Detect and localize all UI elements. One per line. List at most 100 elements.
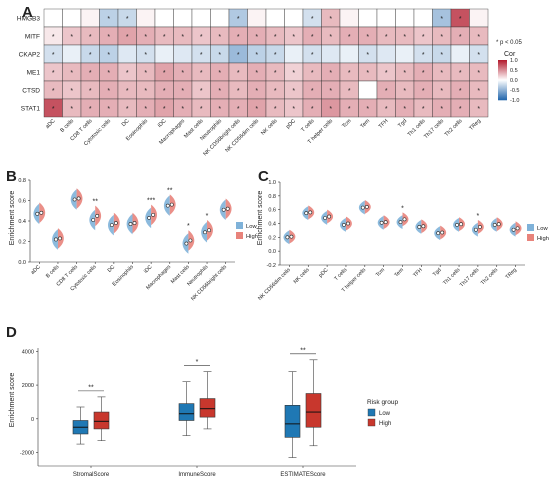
significance-label: * xyxy=(401,205,404,212)
x-tick-label: pDC xyxy=(318,267,330,279)
heatmap-column-label: Tgd xyxy=(397,118,408,129)
median-point-high xyxy=(308,210,313,215)
colorbar-step xyxy=(498,96,507,98)
colorbar-step xyxy=(498,85,507,87)
significance-star: * xyxy=(366,52,369,59)
median-point-high xyxy=(95,213,100,218)
colorbar-step xyxy=(498,77,507,79)
significance-star: * xyxy=(52,52,55,59)
median-point-low xyxy=(165,203,170,208)
significance-star: * xyxy=(163,70,166,77)
legend-swatch xyxy=(527,224,534,231)
heatmap-row-label: MITF xyxy=(25,34,40,41)
significance-star: * xyxy=(70,106,73,113)
heatmap-cell xyxy=(395,8,415,28)
colorbar-step xyxy=(498,66,507,68)
colorbar-step xyxy=(498,94,507,96)
significance-star: * xyxy=(348,106,351,113)
legend-swatch xyxy=(527,234,534,241)
significance-label: *** xyxy=(147,198,155,205)
heatmap-column-label: Tcm xyxy=(341,118,353,130)
median-point-low xyxy=(398,220,403,225)
colorbar-tick: -1.0 xyxy=(510,98,519,104)
median-point-low xyxy=(221,207,226,212)
significance-star: * xyxy=(70,88,73,95)
significance-star: * xyxy=(477,52,480,59)
significance-star: * xyxy=(422,106,425,113)
legend-d: Low High xyxy=(367,408,391,427)
significance-star: * xyxy=(385,88,388,95)
heatmap-cell xyxy=(80,8,100,28)
legend-swatch xyxy=(367,408,376,417)
significance-star: * xyxy=(403,88,406,95)
colorbar-step xyxy=(498,83,507,85)
colorbar-step xyxy=(498,88,507,90)
significance-star: * xyxy=(218,34,221,41)
significance-star: * xyxy=(477,34,480,41)
significance-star: * xyxy=(200,52,203,59)
box-high xyxy=(199,398,216,418)
x-tick-label: TFH xyxy=(412,267,424,279)
legend-label: High xyxy=(537,236,549,242)
heatmap-cell xyxy=(284,44,304,64)
significance-star: * xyxy=(181,106,184,113)
significance-star: * xyxy=(89,34,92,41)
legend-label: Low xyxy=(379,411,391,417)
median-point-low xyxy=(436,231,441,236)
box-high xyxy=(305,393,322,428)
colorbar-tick: -0.5 xyxy=(510,88,519,94)
median-point-high xyxy=(421,224,426,229)
colorbar-step xyxy=(498,62,507,64)
significance-star: * xyxy=(274,88,277,95)
legend-swatch xyxy=(236,232,243,239)
significance-star: * xyxy=(237,88,240,95)
median-point-low xyxy=(203,230,207,235)
significance-star: * xyxy=(311,70,314,77)
significance-star: * xyxy=(107,16,110,23)
y-tick-label: 1.0 xyxy=(268,180,276,186)
significance-star: * xyxy=(274,52,277,59)
significance-label: * xyxy=(477,213,480,220)
significance-star: * xyxy=(218,88,221,95)
significance-star: * xyxy=(255,88,258,95)
significance-label: ** xyxy=(88,384,94,391)
heatmap-cell xyxy=(154,44,174,64)
significance-label: ** xyxy=(93,199,99,206)
significance-star: * xyxy=(422,52,425,59)
significance-star: * xyxy=(329,88,332,95)
significance-star: * xyxy=(385,70,388,77)
significance-star: * xyxy=(329,16,332,23)
median-point-high xyxy=(58,236,62,241)
median-point-high xyxy=(76,196,81,201)
significance-star: * xyxy=(70,70,73,77)
significance-star: * xyxy=(255,70,258,77)
significance-star: * xyxy=(440,106,443,113)
colorbar-step xyxy=(498,76,507,78)
y-tick-label: 0.0 xyxy=(268,249,276,255)
median-point-low xyxy=(379,220,384,225)
panel-label-c: C xyxy=(258,168,269,185)
colorbar-title: Cor xyxy=(504,51,516,58)
panel-label-d: D xyxy=(6,324,17,341)
significance-star: * xyxy=(348,88,351,95)
heatmap-row-labels: HMGB3 MITF CKAP2 ME1 CTSD STAT1 xyxy=(17,16,41,113)
ylabel-b: Enrichment score xyxy=(9,191,16,246)
colorbar-step xyxy=(498,90,507,92)
median-point-low xyxy=(473,227,478,232)
significance-label: ** xyxy=(300,347,306,354)
legend-label: Low xyxy=(537,226,548,232)
colorbar-step xyxy=(498,87,507,89)
median-point-low xyxy=(323,216,328,220)
significance-star: * xyxy=(440,16,443,23)
median-point-low xyxy=(285,235,290,240)
median-point-high xyxy=(207,228,211,233)
median-point-high xyxy=(132,221,137,225)
significance-star: * xyxy=(459,88,462,95)
heatmap-column-label: iDC xyxy=(157,118,168,129)
colorbar-step xyxy=(498,69,507,71)
colorbar-step xyxy=(498,75,507,77)
significance-star: * xyxy=(126,106,129,113)
y-tick-label: 2000 xyxy=(22,383,34,389)
significance-star: * xyxy=(440,88,443,95)
heatmap-cell xyxy=(358,80,378,100)
